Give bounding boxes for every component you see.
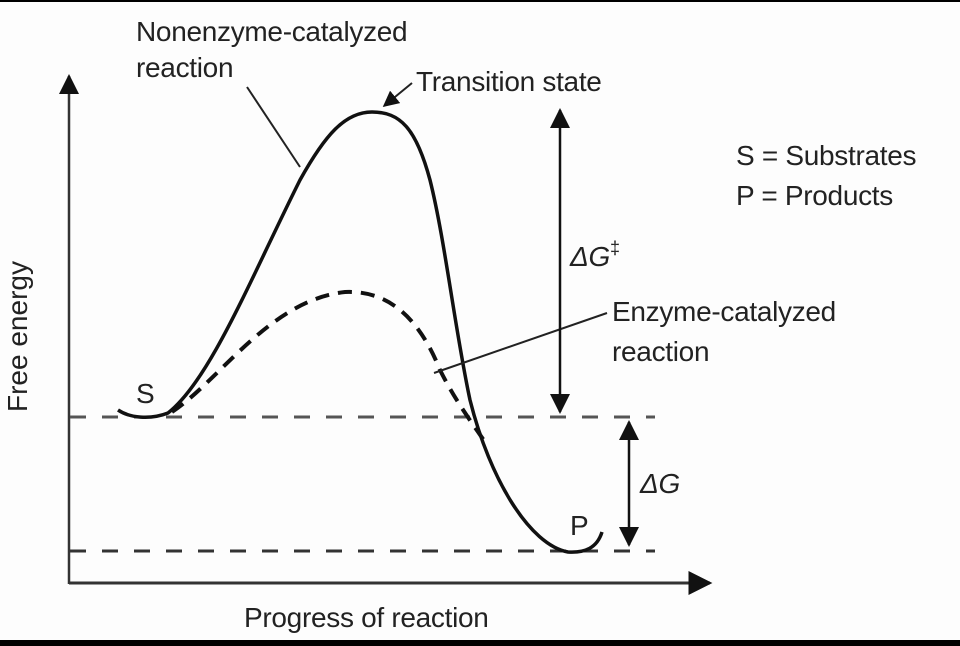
- transition-state-arrow: [382, 82, 413, 108]
- legend-products: P = Products: [736, 180, 893, 211]
- x-axis-label: Progress of reaction: [244, 602, 489, 633]
- nonenzyme-label-line1: Nonenzyme-catalyzed: [136, 16, 408, 47]
- legend-substrates: S = Substrates: [736, 140, 917, 171]
- nonenzyme-leader-line: [246, 86, 301, 168]
- enzyme-curve: [170, 289, 487, 444]
- nonenzyme-label-line2: reaction: [136, 52, 234, 83]
- product-marker: P: [570, 510, 589, 541]
- enzyme-label-line2: reaction: [612, 336, 710, 367]
- activation-energy-label: ΔG‡: [570, 238, 620, 272]
- free-energy-change-label: ΔG: [640, 468, 680, 499]
- transition-state-label: Transition state: [416, 66, 602, 97]
- enzyme-leader-line: [433, 312, 608, 374]
- substrate-marker: S: [136, 378, 155, 409]
- y-axis-label: Free energy: [2, 261, 33, 412]
- nonenzyme-curve: [117, 110, 604, 554]
- enzyme-label-line1: Enzyme-catalyzed: [612, 296, 836, 327]
